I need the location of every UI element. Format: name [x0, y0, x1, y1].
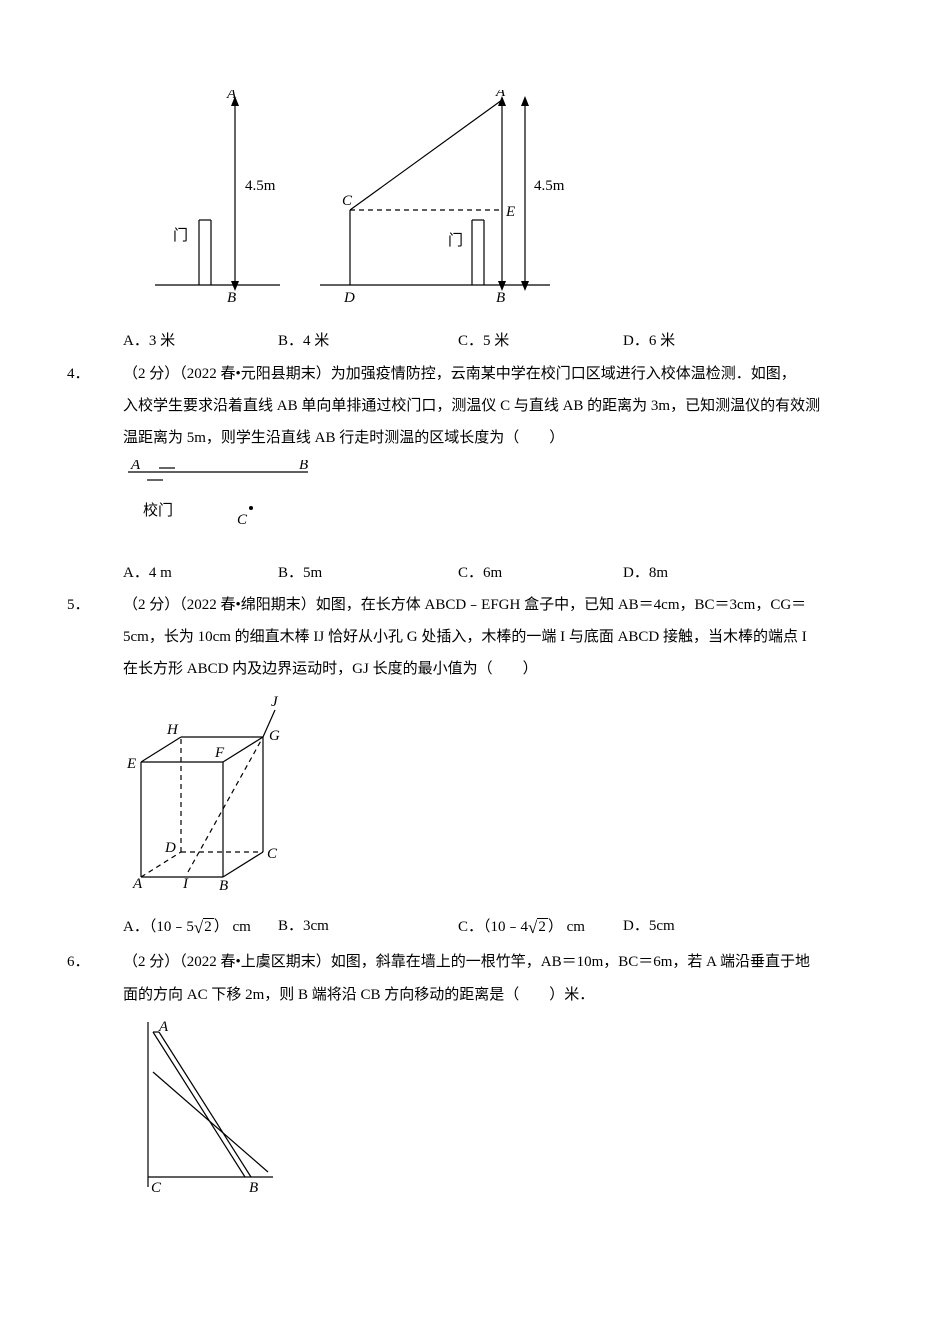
q5-A: A — [132, 876, 143, 892]
q3r-D: D — [343, 290, 355, 305]
q4-B: B — [299, 460, 308, 473]
q5-choice-a[interactable]: A．（10﹣52） cm — [123, 910, 278, 947]
q5-choice-d[interactable]: D．5cm — [623, 910, 675, 947]
q3l-height: 4.5m — [245, 178, 276, 194]
q5-choice-c[interactable]: C．（10﹣42） cm — [458, 910, 623, 947]
q3-choice-a[interactable]: A．3 米 — [123, 325, 278, 357]
q5-G: G — [269, 728, 280, 744]
q3r-A: A — [495, 90, 506, 100]
q5-I: I — [182, 876, 189, 892]
q5-C: C — [267, 846, 278, 862]
q5-line3: 在长方形 ABCD 内及边界运动时，GJ 长度的最小值为（ ） — [95, 653, 885, 685]
exam-page: A B 4.5m 门 — [0, 0, 950, 1265]
q4-t1: （2 分）（2022 春•元阳县期末）为加强疫情防控，云南某中学在校门口区域进行… — [123, 366, 796, 382]
q5-F: F — [214, 745, 225, 761]
q6-svg: A B C — [123, 1017, 293, 1197]
q3r-C: C — [342, 193, 353, 209]
q4-choice-c[interactable]: C．6m — [458, 557, 623, 589]
q3r-height: 4.5m — [534, 178, 565, 194]
q4-choice-a[interactable]: A．4 m — [123, 557, 278, 589]
q3r-door: 门 — [448, 232, 463, 249]
q5-figure: A B C D E F G H I J — [123, 692, 885, 904]
q4-svg: A B 校门 C — [123, 460, 333, 538]
q5-H: H — [166, 722, 179, 738]
q3-choice-d[interactable]: D．6 米 — [623, 325, 675, 357]
q5-num: 5． — [95, 589, 123, 621]
q6-line2: 面的方向 AC 下移 2m，则 B 端将沿 CB 方向移动的距离是（ ）米． — [95, 979, 885, 1011]
q4-figure: A B 校门 C — [123, 460, 885, 550]
q4-line3: 温距离为 5m，则学生沿直线 AB 行走时测温的区域长度为（ ） — [95, 422, 885, 454]
q4-num: 4． — [95, 358, 123, 390]
q4-choices: A．4 m B．5m C．6m D．8m — [123, 557, 885, 589]
q6-num: 6． — [95, 946, 123, 978]
q4-gate: 校门 — [143, 502, 173, 519]
q3r-B: B — [496, 290, 505, 305]
q5-line2: 5cm，长为 10cm 的细直木棒 IJ 恰好从小孔 G 处插入，木棒的一端 I… — [95, 621, 885, 653]
q4-line2: 入校学生要求沿着直线 AB 单向单排通过校门口，测温仪 C 与直线 AB 的距离… — [95, 390, 885, 422]
q5-choices: A．（10﹣52） cm B．3cm C．（10﹣42） cm D．5cm — [123, 910, 885, 947]
q3r-E: E — [505, 204, 515, 220]
q6-line1: 6．（2 分）（2022 春•上虞区期末）如图，斜靠在墙上的一根竹竿，AB＝10… — [95, 946, 885, 978]
q5-B: B — [219, 878, 228, 892]
q6-A: A — [158, 1019, 169, 1035]
q3-choice-c[interactable]: C．5 米 — [458, 325, 623, 357]
q4-line1: 4．（2 分）（2022 春•元阳县期末）为加强疫情防控，云南某中学在校门口区域… — [95, 358, 885, 390]
q5-t1: （2 分）（2022 春•绵阳期末）如图，在长方体 ABCD﹣EFGH 盒子中，… — [123, 597, 806, 613]
q3-choice-b[interactable]: B．4 米 — [278, 325, 458, 357]
q6-B: B — [249, 1180, 258, 1196]
q6-figure: A B C — [123, 1017, 885, 1209]
q5-svg: A B C D E F G H I J — [123, 692, 303, 892]
q5-choice-b[interactable]: B．3cm — [278, 910, 458, 947]
q4-A: A — [130, 460, 141, 473]
q3-figure: A B 4.5m 门 — [155, 90, 885, 317]
q3l-B: B — [227, 290, 236, 305]
q6-C: C — [151, 1180, 162, 1196]
q4-C: C — [237, 512, 248, 528]
q5-E: E — [126, 756, 136, 772]
q3-choices: A．3 米 B．4 米 C．5 米 D．6 米 — [123, 325, 885, 357]
q3-svg: A B 4.5m 门 — [155, 90, 575, 305]
q4-choice-b[interactable]: B．5m — [278, 557, 458, 589]
q5-J: J — [271, 694, 279, 710]
q3l-A: A — [226, 90, 237, 102]
q6-t1: （2 分）（2022 春•上虞区期末）如图，斜靠在墙上的一根竹竿，AB＝10m，… — [123, 954, 810, 970]
q3l-door: 门 — [173, 227, 188, 244]
q5-D: D — [164, 840, 176, 856]
q4-choice-d[interactable]: D．8m — [623, 557, 668, 589]
q5-line1: 5．（2 分）（2022 春•绵阳期末）如图，在长方体 ABCD﹣EFGH 盒子… — [95, 589, 885, 621]
